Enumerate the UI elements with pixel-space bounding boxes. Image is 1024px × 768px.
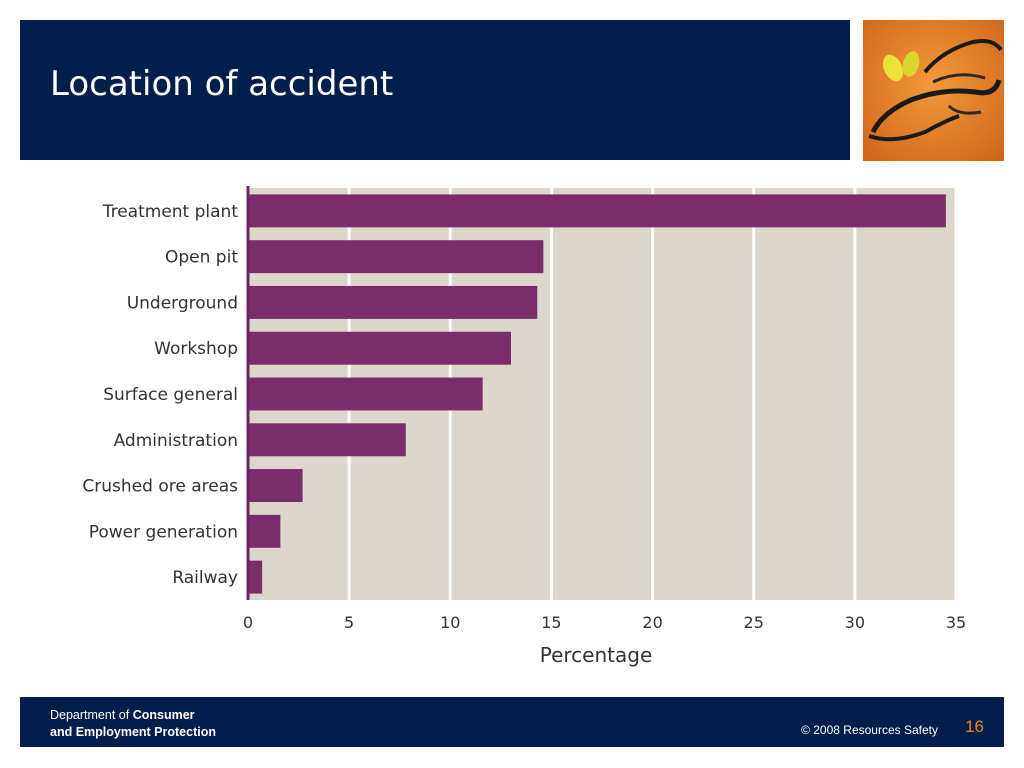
category-label: Underground [127, 293, 238, 313]
x-tick-label: 30 [845, 613, 865, 632]
x-axis-label: Percentage [540, 643, 653, 667]
category-label: Treatment plant [102, 202, 239, 222]
x-tick-label: 15 [541, 613, 561, 632]
x-tick-label: 20 [642, 613, 662, 632]
category-label: Railway [172, 568, 238, 588]
slide-title: Location of accident [50, 64, 394, 104]
category-label: Surface general [103, 385, 238, 405]
bar [248, 423, 406, 457]
x-tick-label: 0 [243, 613, 253, 632]
bar [248, 331, 511, 365]
x-tick-label: 10 [440, 613, 460, 632]
bar [248, 377, 483, 411]
bar [248, 285, 538, 319]
category-label: Workshop [154, 339, 238, 359]
bar [248, 560, 263, 594]
copyright-text: © 2008 Resources Safety [801, 723, 938, 737]
title-bar: Location of accident [20, 20, 850, 160]
dept-line2: and Employment Protection [50, 725, 216, 739]
bar [248, 194, 946, 228]
chart-canvas: Treatment plant Open pit Underground Worksh… [82, 186, 966, 667]
x-tick-label: 35 [946, 613, 966, 632]
dept-line1-prefix: Department of [50, 708, 133, 722]
bar [248, 469, 303, 503]
category-label: Power generation [89, 522, 238, 542]
location-bar-chart: Treatment plant Open pit Underground Worksh… [60, 180, 980, 680]
x-tick-label: 5 [344, 613, 354, 632]
footer: Department of Consumer and Employment Pr… [20, 697, 1004, 747]
category-label: Crushed ore areas [82, 477, 238, 497]
department-name: Department of Consumer and Employment Pr… [50, 707, 216, 741]
dept-line1-bold: Consumer [132, 708, 195, 722]
bar [248, 514, 281, 548]
category-label: Administration [114, 431, 238, 451]
page-number: 16 [965, 717, 984, 736]
bar [248, 240, 544, 274]
x-tick-label: 25 [744, 613, 764, 632]
category-label: Open pit [165, 248, 238, 268]
safety-glasses-photo [863, 20, 1004, 161]
